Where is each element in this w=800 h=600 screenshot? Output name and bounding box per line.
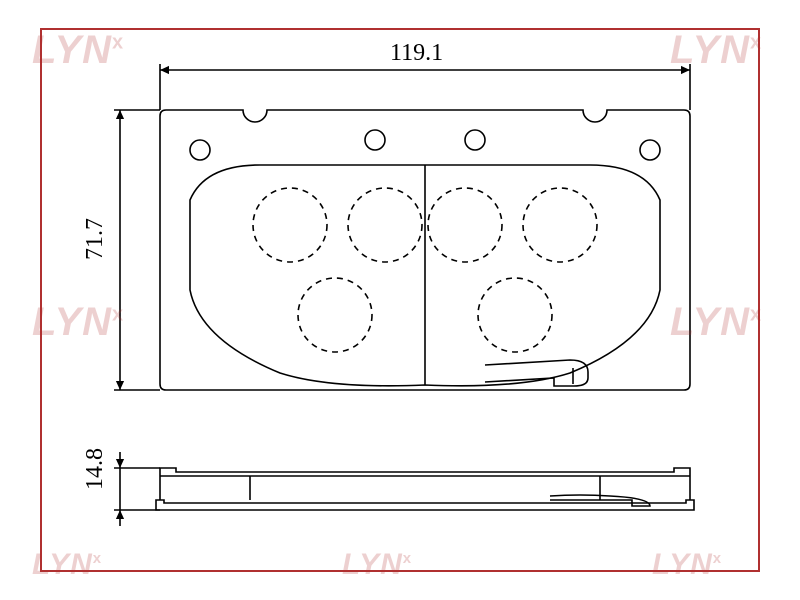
watermark-text: LYNx [32,28,123,73]
dimension-height-label: 71.7 [82,218,109,260]
watermark-text: LYNx [652,548,721,582]
watermark-text: LYNx [32,300,123,345]
watermark-text: LYNx [32,548,101,582]
dimension-width-label: 119.1 [390,40,443,67]
drawing-canvas: 119.1 71.7 14.8 LYNx LYNx LYNx LYNx LYNx LYNx… [0,0,800,600]
watermark-text: LYNx [670,28,761,73]
watermark-text: LYNx [342,548,411,582]
dimension-thickness-label: 14.8 [82,448,109,490]
watermark-text: LYNx [670,300,761,345]
